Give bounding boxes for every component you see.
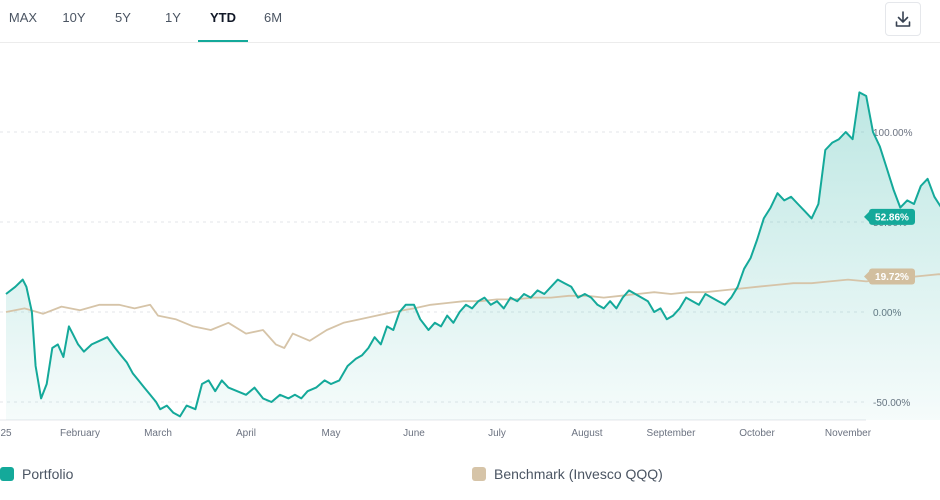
x-tick-label: July [488,428,506,439]
legend-portfolio: Portfolio [0,462,73,486]
performance-chart: 100.00%50.00%0.00%-50.00%25FebruaryMarch… [0,91,940,439]
legend-label-portfolio: Portfolio [22,466,74,482]
x-tick-label: March [144,428,172,439]
legend-swatch-portfolio [0,467,14,481]
download-icon [895,11,911,27]
portfolio-badge-pointer [864,211,869,222]
benchmark-badge-pointer [864,271,869,282]
download-button[interactable] [885,2,921,36]
tab-10y[interactable]: 10Y [62,10,86,25]
x-tick-label: June [403,428,425,439]
benchmark-badge [869,268,915,285]
legend-benchmark: Benchmark (Invesco QQQ) [472,462,663,486]
tab-max[interactable]: MAX [8,10,38,25]
portfolio-line [5,91,940,418]
portfolio-area [6,92,940,420]
x-tick-label: April [236,428,256,439]
x-tick-label: November [825,428,872,439]
x-tick-label: October [739,428,775,439]
benchmark-line [5,273,940,349]
tab-5y[interactable]: 5Y [115,10,131,25]
portfolio-badge [869,208,915,225]
tab-ytd[interactable]: YTD [198,0,248,42]
x-tick-label: May [322,428,341,439]
portfolio-last-value: 52.86% [875,212,909,223]
tab-1y[interactable]: 1Y [165,10,181,25]
benchmark-last-value: 19.72% [875,272,909,283]
legend-label-benchmark: Benchmark (Invesco QQQ) [494,466,663,482]
x-tick-label: August [571,428,602,439]
range-tabs: MAX 10Y 5Y 1Y YTD 6M [0,0,940,43]
x-tick-label: 25 [0,428,12,439]
x-tick-label: September [647,428,697,439]
x-tick-label: February [60,428,100,439]
legend-swatch-benchmark [472,467,486,481]
y-tick-label: 100.00% [873,128,913,139]
tab-6m[interactable]: 6M [263,10,283,25]
